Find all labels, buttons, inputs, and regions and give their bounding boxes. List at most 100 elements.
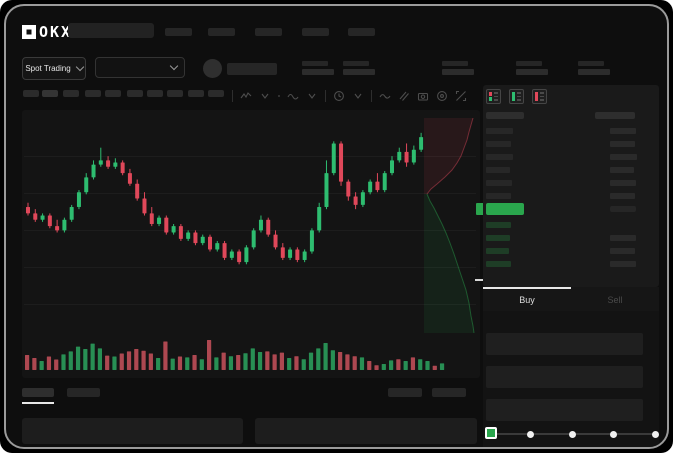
tab-sell[interactable]: Sell	[607, 295, 623, 305]
price-field[interactable]	[486, 333, 643, 355]
toolbar-divider	[371, 90, 372, 102]
stat-label-placeholder	[302, 61, 328, 66]
ask-price-placeholder	[486, 141, 511, 147]
orderbook-bid-row	[483, 232, 659, 245]
ask-size-placeholder	[610, 128, 636, 134]
orderbook-last-price-size	[610, 206, 636, 212]
search-input[interactable]	[68, 23, 154, 38]
timeframe-button-placeholder[interactable]	[208, 90, 224, 97]
chevron-down-icon[interactable]	[352, 90, 364, 102]
bid-price-placeholder	[486, 248, 509, 254]
timeframe-button-placeholder[interactable]	[23, 90, 39, 97]
chart-gridline	[24, 193, 476, 194]
bid-size-placeholder	[610, 261, 636, 267]
fullscreen-icon[interactable]	[455, 90, 467, 102]
toolbar-divider	[325, 90, 326, 102]
brush-icon[interactable]	[398, 90, 410, 102]
okx-logo: OKX	[22, 23, 72, 41]
stat-label-placeholder	[343, 61, 369, 66]
app-window: OKX Spot Trading Buy	[4, 4, 669, 449]
stat-value-placeholder	[578, 69, 610, 75]
orderbook-asks	[483, 125, 659, 203]
buy-submit-button[interactable]	[486, 448, 650, 449]
current-price-tick	[475, 279, 486, 281]
slider-stop-dot[interactable]	[568, 430, 576, 438]
pair-dropdown[interactable]	[95, 57, 185, 78]
icon-line	[517, 92, 521, 94]
icon-line	[494, 99, 498, 101]
bottom-tab-active[interactable]	[22, 388, 54, 397]
icon-line	[494, 95, 498, 97]
okx-logo-icon	[22, 25, 36, 39]
history-panel-placeholder	[255, 418, 477, 444]
slider-stop-dot[interactable]	[527, 430, 534, 438]
timeframe-button-placeholder[interactable]	[188, 90, 204, 97]
nav-item-placeholder[interactable]	[302, 28, 329, 36]
ask-price-placeholder	[486, 193, 511, 199]
orderbook-bid-row	[483, 245, 659, 258]
bid-price-placeholder	[486, 222, 511, 228]
timeframe-button-placeholder[interactable]	[42, 90, 58, 97]
icon-green-bar	[512, 92, 515, 101]
orderbook-bid-row	[483, 219, 659, 232]
price-chart[interactable]	[22, 110, 486, 378]
nav-item-placeholder[interactable]	[255, 28, 282, 36]
line-style-icon[interactable]	[287, 90, 299, 102]
book-combined-icon[interactable]	[486, 89, 501, 104]
timeframe-button-placeholder[interactable]	[127, 90, 143, 97]
timeframe-button-placeholder[interactable]	[85, 90, 101, 97]
orderbook-bid-row	[483, 258, 659, 271]
slider-handle[interactable]	[484, 427, 497, 439]
stat-value-placeholder	[302, 69, 334, 75]
indicator-clock-icon[interactable]	[333, 90, 345, 102]
ask-size-placeholder	[610, 154, 637, 160]
ask-price-placeholder	[486, 128, 513, 134]
stat-value-placeholder	[442, 69, 474, 75]
timeframe-button-placeholder[interactable]	[105, 90, 121, 97]
orderbook-ask-row	[483, 125, 659, 138]
chart-gridline	[24, 304, 476, 305]
slider-stop-dot[interactable]	[610, 430, 617, 438]
volume-chart	[25, 340, 445, 370]
camera-icon[interactable]	[417, 90, 429, 102]
nav-item-placeholder[interactable]	[165, 28, 192, 36]
chart-gridline	[24, 156, 476, 157]
toolbar-divider	[232, 90, 233, 102]
trade-form	[483, 311, 659, 449]
orderbook-view-switcher	[486, 89, 547, 104]
icon-line	[517, 95, 521, 97]
nav-item-placeholder[interactable]	[348, 28, 375, 36]
total-field[interactable]	[486, 399, 643, 421]
trade-tabbar: Buy Sell	[483, 287, 659, 311]
stat-label-placeholder	[442, 61, 468, 66]
stat-label-placeholder	[516, 61, 542, 66]
chevron-down-icon[interactable]	[259, 90, 271, 102]
bottom-tab-underline	[22, 402, 54, 404]
bottom-tab[interactable]	[67, 388, 100, 397]
book-asks-icon[interactable]	[532, 89, 547, 104]
amount-field[interactable]	[486, 366, 643, 388]
orderbook-bids	[483, 219, 659, 271]
coin-avatar	[203, 59, 222, 78]
wave-icon[interactable]	[379, 90, 391, 102]
spot-trading-selector[interactable]: Spot Trading	[22, 57, 86, 80]
nav-item-placeholder[interactable]	[208, 28, 235, 36]
tab-buy[interactable]: Buy	[483, 287, 571, 311]
amount-slider[interactable]	[484, 427, 659, 439]
ask-price-placeholder	[486, 154, 513, 160]
orders-panel-placeholder	[22, 418, 243, 444]
timeframe-button-placeholder[interactable]	[167, 90, 183, 97]
target-icon[interactable]	[436, 90, 448, 102]
orderbook-ask-row	[483, 138, 659, 151]
timeframe-button-placeholder[interactable]	[147, 90, 163, 97]
spot-trading-label: Spot Trading	[25, 64, 71, 73]
ask-price-placeholder	[486, 180, 512, 186]
chart-type-icon[interactable]	[240, 90, 252, 102]
book-bids-icon[interactable]	[509, 89, 524, 104]
bottom-action-placeholder[interactable]	[432, 388, 466, 397]
bottom-action-placeholder[interactable]	[388, 388, 422, 397]
timeframe-button-placeholder[interactable]	[63, 90, 79, 97]
slider-stop-dot[interactable]	[651, 430, 659, 438]
chevron-down-icon[interactable]	[306, 90, 318, 102]
chart-gridline	[24, 230, 476, 231]
